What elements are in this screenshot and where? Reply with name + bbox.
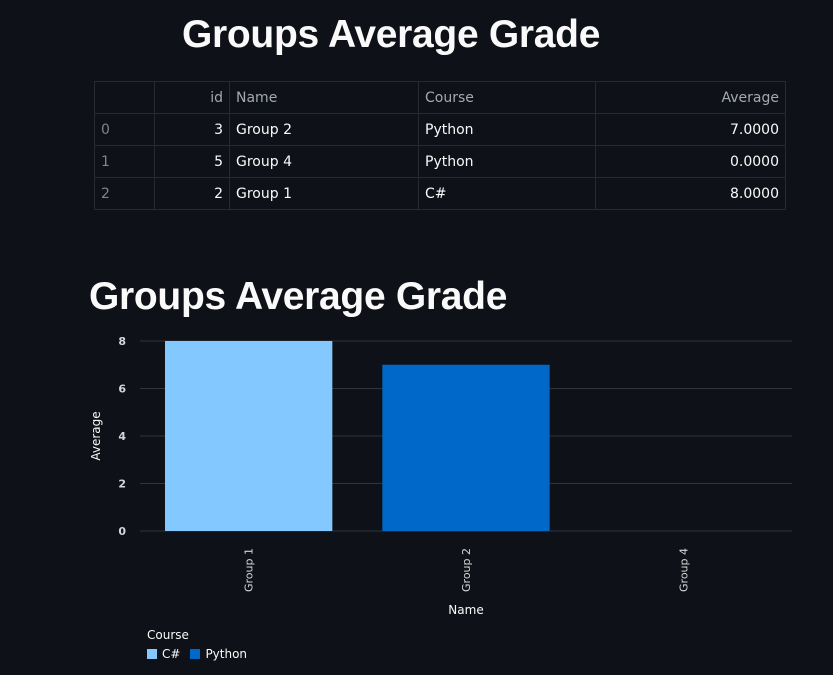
chart-legend: Course C# Python: [147, 628, 247, 661]
y-tick-label: 2: [118, 478, 126, 491]
cell-id[interactable]: 3: [154, 113, 230, 146]
legend-item-python[interactable]: Python: [190, 647, 247, 661]
x-tick-label: Group 1: [243, 548, 256, 592]
x-axis-title: Name: [448, 603, 483, 617]
cell-name[interactable]: Group 4: [229, 145, 419, 178]
bar[interactable]: [164, 341, 333, 531]
table-header-row: id Name Course Average: [94, 81, 786, 114]
cell-average[interactable]: 8.0000: [595, 177, 786, 210]
cell-name[interactable]: Group 2: [229, 113, 419, 146]
column-header-index[interactable]: [94, 81, 155, 114]
chart-title: Groups Average Grade: [89, 275, 508, 318]
x-tick-label: Group 2: [460, 548, 473, 592]
y-tick-label: 8: [118, 335, 126, 348]
y-tick-label: 0: [118, 525, 126, 538]
cell-name[interactable]: Group 1: [229, 177, 419, 210]
table-row: 1 5 Group 4 Python 0.0000: [94, 145, 786, 178]
y-tick-label: 6: [118, 383, 126, 396]
column-header-id[interactable]: id: [154, 81, 230, 114]
legend-swatch-python: [190, 649, 201, 659]
page-title: Groups Average Grade: [182, 13, 601, 56]
groups-table[interactable]: id Name Course Average 0 3 Group 2 Pytho…: [94, 81, 786, 210]
row-index: 2: [94, 177, 155, 210]
table-row: 2 2 Group 1 C# 8.0000: [94, 177, 786, 210]
legend-label: Python: [205, 647, 248, 661]
bar[interactable]: [382, 364, 550, 531]
cell-id[interactable]: 2: [154, 177, 230, 210]
table-row: 0 3 Group 2 Python 7.0000: [94, 113, 786, 146]
x-tick-label: Group 4: [677, 548, 690, 592]
y-axis-title: Average: [89, 411, 103, 460]
cell-course[interactable]: C#: [418, 177, 596, 210]
legend-label: C#: [162, 647, 181, 661]
legend-item-csharp[interactable]: C#: [147, 647, 180, 661]
legend-swatch-csharp: [147, 649, 157, 659]
y-tick-label: 4: [118, 430, 126, 443]
cell-average[interactable]: 0.0000: [595, 145, 786, 178]
legend-title: Course: [147, 628, 189, 642]
